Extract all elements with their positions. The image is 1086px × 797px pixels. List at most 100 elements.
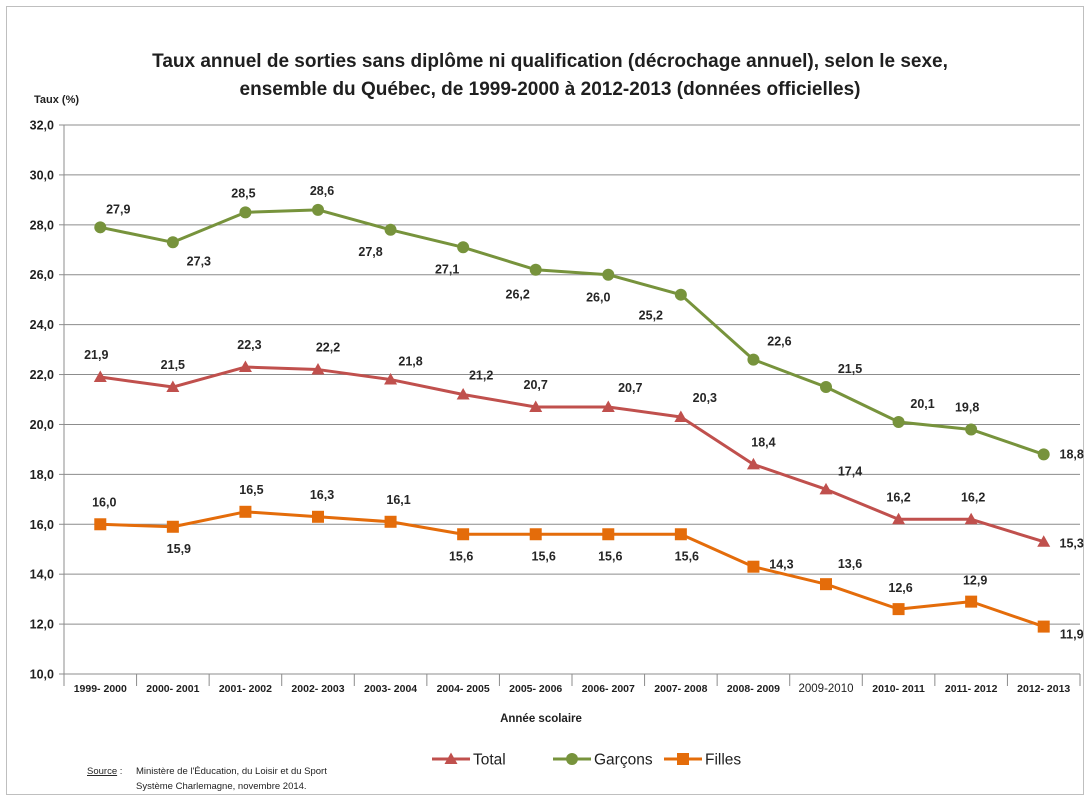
data-label: 15,3	[1060, 537, 1084, 551]
data-point	[456, 388, 470, 400]
data-point	[384, 223, 397, 236]
data-label: 20,1	[910, 397, 934, 411]
data-label: 26,2	[506, 288, 530, 302]
data-label: 22,6	[767, 335, 791, 349]
series-filles	[94, 505, 1050, 633]
data-point	[166, 380, 180, 393]
x-axis-label: Année scolaire	[500, 713, 582, 725]
y-axis-label: Taux (%)	[34, 94, 79, 106]
y-tick-label: 24,0	[30, 318, 54, 332]
legend-item: Filles	[664, 752, 741, 769]
x-tick-label: 2002- 2003	[291, 683, 344, 695]
data-point	[602, 268, 615, 281]
data-point	[819, 482, 833, 495]
source-label: Source	[87, 766, 117, 777]
y-tick-label: 12,0	[30, 618, 54, 632]
x-tick-label: 2003- 2004	[364, 683, 417, 695]
y-tick-label: 32,0	[30, 119, 54, 133]
data-point	[93, 370, 107, 383]
data-label: 14,3	[769, 558, 793, 572]
data-label: 20,7	[524, 378, 548, 392]
source-separator: :	[117, 766, 122, 777]
data-point	[601, 400, 615, 412]
data-point	[1037, 535, 1051, 547]
data-point	[746, 457, 760, 470]
y-tick-label: 14,0	[30, 568, 54, 582]
data-point	[529, 263, 542, 276]
y-tick-label: 18,0	[30, 468, 54, 482]
data-label: 21,9	[84, 348, 108, 362]
data-label: 27,8	[358, 245, 382, 259]
x-tick-label: 2008- 2009	[727, 683, 780, 695]
chart-title-line2: ensemble du Québec, de 1999-2000 à 2012-…	[240, 79, 861, 100]
data-label: 27,1	[435, 262, 459, 276]
source-line2: Système Charlemagne, novembre 2014.	[136, 781, 307, 792]
data-point	[239, 206, 252, 219]
chart-frame	[6, 6, 1084, 795]
series-line	[99, 208, 1045, 456]
data-label: 21,2	[469, 369, 493, 383]
data-point	[166, 236, 179, 249]
data-point	[965, 423, 978, 436]
data-point	[457, 528, 470, 541]
data-point	[384, 373, 398, 385]
data-label: 18,8	[1060, 447, 1084, 461]
y-tick-label: 26,0	[30, 268, 54, 282]
data-label: 12,6	[888, 581, 912, 595]
data-label: 20,7	[618, 381, 642, 395]
data-point	[820, 578, 832, 591]
data-point	[238, 360, 252, 373]
x-tick-label: 2004- 2005	[437, 683, 490, 695]
data-label: 28,5	[231, 186, 255, 200]
legend-label: Total	[473, 752, 506, 769]
data-labels: 27,9 27,3 28,5 28,6 27,8 27,1 26,2 26,0 25,2 22,6…	[84, 184, 1084, 642]
data-label: 16,2	[961, 490, 985, 504]
data-label: 21,8	[398, 355, 422, 369]
data-point	[239, 505, 252, 518]
series-total	[93, 360, 1051, 547]
y-tick-label: 10,0	[30, 668, 54, 682]
svg-text:Source :: Source :	[87, 766, 122, 777]
y-tick-label: 22,0	[30, 368, 54, 382]
data-point	[674, 288, 687, 301]
data-point	[1037, 620, 1050, 633]
data-point	[94, 518, 107, 531]
chart-title-line1: Taux annuel de sorties sans diplôme ni q…	[152, 51, 948, 72]
data-label: 15,6	[675, 549, 699, 563]
y-tick-label: 16,0	[30, 518, 54, 532]
data-label: 27,9	[106, 202, 130, 216]
data-label: 16,5	[239, 483, 263, 497]
data-point	[602, 528, 615, 541]
data-label: 17,4	[838, 464, 862, 478]
y-tick-label: 20,0	[30, 418, 54, 432]
data-label: 11,9	[1060, 628, 1084, 642]
x-tick-label: 1999- 2000	[74, 683, 127, 695]
source-note: Source : Ministère de l'Éducation, du Lo…	[87, 766, 327, 792]
data-point	[892, 603, 905, 616]
series-garcons	[94, 203, 1050, 461]
data-point	[1037, 448, 1050, 461]
x-tick-label: 2010- 2011	[872, 683, 925, 695]
data-label: 20,3	[693, 391, 717, 405]
data-point	[747, 353, 760, 366]
legend-marker	[444, 752, 458, 764]
x-tick-label: 2000- 2001	[146, 683, 199, 695]
data-point	[892, 415, 905, 428]
data-label: 16,3	[310, 488, 334, 502]
source-line1: Ministère de l'Éducation, du Loisir et d…	[136, 766, 327, 777]
data-label: 22,3	[237, 338, 261, 352]
data-point	[529, 400, 543, 412]
data-label: 22,2	[316, 341, 340, 355]
data-point	[384, 515, 397, 528]
data-point	[820, 381, 832, 394]
data-label: 21,5	[838, 362, 862, 376]
data-label: 16,0	[92, 495, 116, 509]
x-tick-label: 2007- 2008	[654, 683, 707, 695]
y-tick-label: 28,0	[30, 218, 54, 232]
data-point	[94, 221, 107, 234]
data-label: 25,2	[639, 309, 663, 323]
data-point	[529, 528, 542, 541]
data-point	[674, 410, 688, 422]
x-tick-labels: 1999- 2000 2000- 2001 2001- 2002 2002- 2003…	[74, 683, 1071, 695]
x-tick-label: 2005- 2006	[509, 683, 562, 695]
